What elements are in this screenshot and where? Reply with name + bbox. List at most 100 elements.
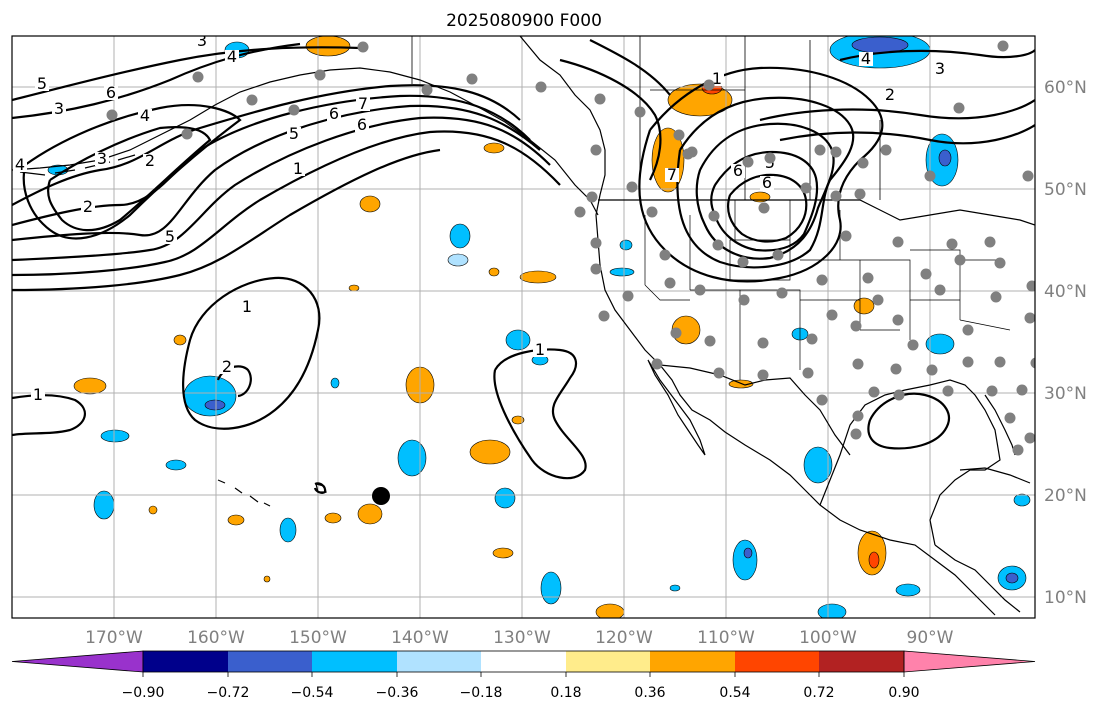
- station-dot: [421, 84, 433, 96]
- station-dot: [954, 254, 966, 266]
- station-dot: [738, 294, 750, 306]
- anomaly-patch: [183, 375, 237, 417]
- anomaly-patch: [540, 571, 562, 605]
- longitude-tick-label: 120°W: [595, 628, 653, 648]
- station-dot: [535, 81, 547, 93]
- anomaly-patch: [357, 503, 383, 525]
- map-frame: [11, 35, 1036, 619]
- contour-label-bg: [104, 86, 118, 100]
- station-dot: [670, 327, 682, 339]
- contour-label: 3: [54, 99, 64, 118]
- latitude-tick-label: 20°N: [1044, 486, 1087, 506]
- contour-label: 5: [289, 124, 299, 143]
- colorbar-segment: [228, 651, 312, 672]
- station-dot: [694, 284, 706, 296]
- station-dot: [868, 386, 880, 398]
- anomaly-patch: [447, 253, 469, 267]
- anomaly-patch: [925, 333, 955, 355]
- contour-label-bg: [138, 109, 152, 123]
- contour-label-bg: [163, 230, 177, 244]
- anomaly-patch: [519, 270, 557, 284]
- anomaly-patch: [324, 512, 342, 524]
- contour-label-bg: [13, 158, 27, 172]
- anomaly-patch: [483, 142, 505, 154]
- contour-label: 4: [861, 49, 871, 68]
- contour-label: 6: [762, 173, 772, 192]
- anomaly-patch: [204, 399, 226, 411]
- station-dot: [986, 385, 998, 397]
- contour-label: 1: [33, 385, 43, 404]
- anomaly-patch: [173, 334, 187, 346]
- anomaly-patch: [803, 446, 833, 484]
- station-dot: [1016, 384, 1028, 396]
- contour-label: 2: [145, 151, 155, 170]
- colorbar-segment: [481, 651, 566, 672]
- contour-label: 7: [358, 94, 368, 113]
- anomaly-patch: [148, 505, 158, 515]
- station-dot: [1026, 280, 1035, 292]
- colorbar-outline: [142, 650, 905, 673]
- station-dot: [713, 367, 725, 379]
- longitude-tick-label: 170°W: [85, 628, 143, 648]
- station-dot: [942, 385, 954, 397]
- station-dot: [106, 109, 118, 121]
- anomaly-patch: [227, 514, 245, 526]
- contour-label: 6: [106, 83, 116, 102]
- station-dot: [646, 206, 658, 218]
- colorbar-segment: [735, 651, 819, 672]
- station-dot: [664, 277, 676, 289]
- contour-label-bg: [883, 88, 897, 102]
- longitude-tick-label: 140°W: [391, 628, 449, 648]
- map-panel: 5634346567142352121171656432: [12, 36, 1035, 618]
- station-dot: [1004, 412, 1016, 424]
- contour-label: 5: [37, 74, 47, 93]
- longitude-tick-label: 160°W: [187, 628, 245, 648]
- station-dot: [708, 210, 720, 222]
- colorbar-segment: [397, 651, 481, 672]
- anomaly-patch: [938, 149, 952, 167]
- anomaly-patch: [505, 329, 531, 351]
- colorbar-tick-label: −0.18: [460, 685, 503, 701]
- contour-label-bg: [81, 200, 95, 214]
- station-dot: [192, 71, 204, 83]
- contour-label: 4: [227, 47, 237, 66]
- station-dot: [800, 182, 812, 194]
- colorbar-tick-label: −0.90: [122, 685, 165, 701]
- alaska-coast: [12, 67, 599, 216]
- contour-label-bg: [35, 77, 49, 91]
- anomaly-patch: [817, 603, 847, 618]
- station-dot: [757, 337, 769, 349]
- contour-label: 3: [935, 59, 945, 78]
- anomaly-patch: [488, 267, 500, 277]
- anomaly-patch: [100, 429, 130, 443]
- map-title: 2025080900 F000: [446, 11, 602, 31]
- anomaly-patch: [279, 517, 297, 543]
- station-dot: [994, 356, 1006, 368]
- station-dot: [1012, 444, 1024, 456]
- colorbar-segment: [650, 651, 735, 672]
- station-dot: [712, 239, 724, 251]
- contour-label-bg: [240, 300, 254, 314]
- anomaly-patch: [449, 223, 471, 249]
- station-dot: [857, 157, 869, 169]
- station-dot: [984, 236, 996, 248]
- station-dot: [764, 152, 776, 164]
- station-dot: [907, 339, 919, 351]
- contour-label-bg: [933, 62, 947, 76]
- colorbar-extend-max: [903, 650, 1036, 673]
- station-dot: [590, 263, 602, 275]
- station-dot: [737, 256, 749, 268]
- station-dot: [862, 272, 874, 284]
- colorbar-tick-label: −0.72: [207, 685, 250, 701]
- colorbar-tick-label: 0.36: [634, 685, 665, 701]
- contour-label: 2: [83, 197, 93, 216]
- contour-label: 2: [222, 357, 232, 376]
- contour-label-bg: [533, 343, 547, 357]
- anomaly-patch: [469, 439, 511, 465]
- colorbar-extend-min: [11, 650, 144, 673]
- us-mexico-border: [659, 364, 851, 456]
- anomaly-patch: [165, 459, 187, 471]
- station-dot: [926, 364, 938, 376]
- station-dot: [852, 410, 864, 422]
